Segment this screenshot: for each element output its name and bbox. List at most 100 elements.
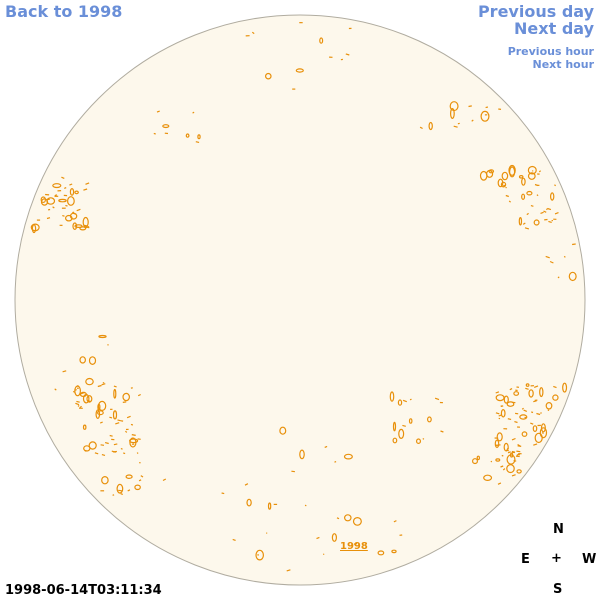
contour-mark xyxy=(52,206,55,209)
contour-mark xyxy=(525,383,530,387)
contour-mark xyxy=(480,110,490,122)
contour-mark xyxy=(514,421,518,424)
contour-mark xyxy=(343,514,352,522)
contour-mark xyxy=(122,452,126,455)
contour-mark xyxy=(472,458,479,465)
contour-mark xyxy=(521,431,528,437)
contour-mark xyxy=(427,416,432,423)
next-day-link[interactable]: Next day xyxy=(514,19,594,38)
contour-mark xyxy=(563,255,566,258)
contour-mark xyxy=(109,416,113,419)
contour-mark xyxy=(85,377,94,386)
contour-mark xyxy=(419,126,423,130)
contour-mark xyxy=(450,107,455,119)
contour-mark xyxy=(495,391,500,394)
contour-mark xyxy=(554,212,559,215)
contour-mark xyxy=(40,196,47,204)
contour-mark xyxy=(521,193,526,200)
contour-mark xyxy=(552,394,559,401)
contour-mark xyxy=(434,397,440,401)
contour-mark xyxy=(113,385,117,388)
contour-mark xyxy=(508,164,516,176)
year-link[interactable]: 1998 xyxy=(340,541,368,552)
contour-mark xyxy=(549,260,554,264)
contour-mark xyxy=(534,183,539,187)
contour-mark xyxy=(506,464,515,474)
contour-mark xyxy=(85,182,90,185)
contour-mark xyxy=(503,442,509,452)
next-hour-link[interactable]: Next hour xyxy=(532,58,595,71)
contour-mark xyxy=(62,215,65,217)
contour-mark xyxy=(72,222,78,231)
contour-mark xyxy=(453,125,458,128)
contour-mark xyxy=(79,356,87,364)
contour-mark xyxy=(440,430,444,433)
contour-mark xyxy=(46,217,51,220)
contour-mark xyxy=(449,101,459,112)
contour-mark xyxy=(324,445,328,448)
contour-mark xyxy=(126,415,131,419)
contour-mark xyxy=(65,204,68,207)
contour-mark xyxy=(115,422,120,425)
contour-mark xyxy=(286,569,291,572)
contour-mark xyxy=(153,132,156,135)
contour-mark xyxy=(468,105,472,108)
contour-mark xyxy=(534,432,543,444)
contour-mark xyxy=(533,400,537,403)
contour-mark xyxy=(540,211,544,214)
previous-day-link[interactable]: Previous day xyxy=(477,2,594,21)
contour-mark xyxy=(331,533,337,542)
contour-mark xyxy=(54,388,57,391)
compass-north: N xyxy=(553,522,564,537)
contour-mark xyxy=(523,409,528,412)
contour-mark xyxy=(502,184,506,187)
contour-mark xyxy=(509,388,513,391)
contour-mark xyxy=(486,169,494,178)
contour-mark xyxy=(512,401,516,404)
contour-mark xyxy=(75,402,80,406)
contour-mark xyxy=(30,223,40,232)
contour-mark xyxy=(46,198,50,201)
contour-mark xyxy=(495,444,498,447)
contour-mark xyxy=(516,450,521,453)
contour-mark xyxy=(541,432,544,434)
solar-disk xyxy=(14,14,586,586)
contour-mark xyxy=(483,474,493,481)
contour-mark xyxy=(104,442,109,445)
contour-mark xyxy=(490,460,493,463)
contour-mark xyxy=(74,389,77,392)
contour-mark xyxy=(408,418,413,424)
contour-mark xyxy=(88,356,97,366)
contour-mark xyxy=(457,122,460,125)
contour-mark xyxy=(72,390,76,394)
contour-mark xyxy=(527,165,537,175)
contour-mark xyxy=(508,200,512,203)
contour-mark xyxy=(545,208,549,211)
contour-mark xyxy=(528,389,534,398)
contour-mark xyxy=(113,443,118,446)
contour-mark xyxy=(134,484,141,491)
contour-mark xyxy=(488,169,495,174)
previous-hour-link[interactable]: Previous hour xyxy=(507,45,594,58)
contour-mark xyxy=(86,395,93,403)
contour-mark xyxy=(334,461,337,463)
contour-mark xyxy=(397,399,403,406)
contour-mark xyxy=(69,187,75,196)
contour-mark xyxy=(162,124,170,129)
contour-mark xyxy=(530,205,534,207)
contour-mark xyxy=(130,423,134,426)
contour-mark xyxy=(185,133,190,138)
contour-mark xyxy=(485,106,489,109)
contour-mark xyxy=(476,455,480,461)
contour-mark xyxy=(40,198,49,206)
contour-mark xyxy=(125,474,133,480)
contour-mark xyxy=(522,222,526,225)
contour-mark xyxy=(136,452,139,454)
contour-mark xyxy=(409,398,412,401)
contour-mark xyxy=(495,458,501,462)
observation-timestamp: 1998-06-14T03:11:34 xyxy=(5,583,162,598)
contour-mark xyxy=(416,438,422,445)
back-to-year-link[interactable]: Back to 1998 xyxy=(5,2,123,21)
contour-mark xyxy=(398,428,405,439)
contour-mark xyxy=(557,276,560,279)
